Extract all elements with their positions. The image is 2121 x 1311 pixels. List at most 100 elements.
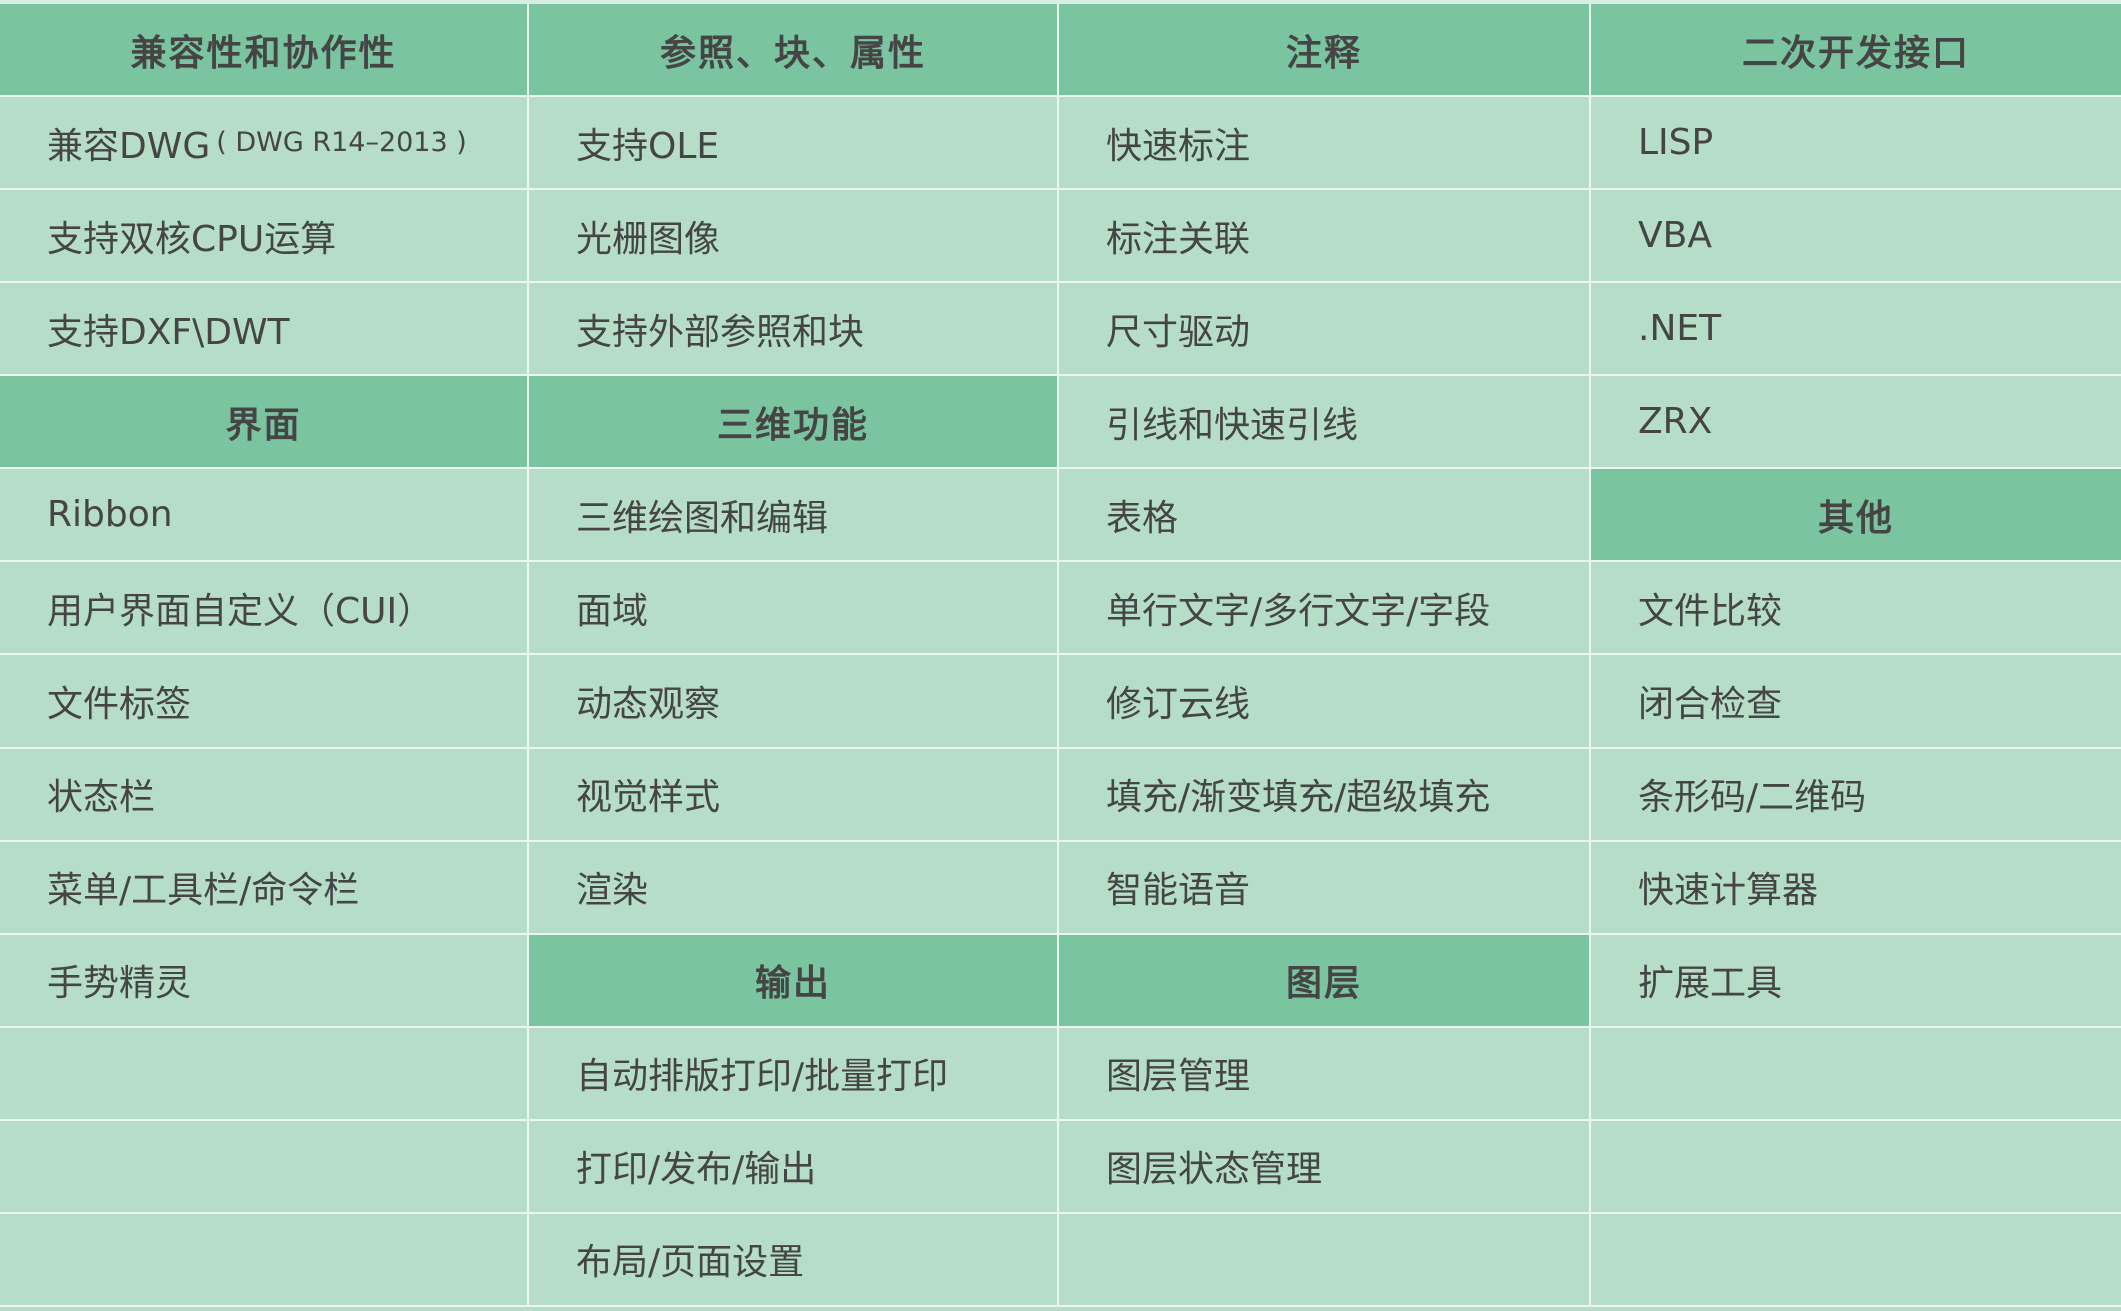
feature-label: 图层状态管理 (1106, 1149, 1323, 1191)
feature-label: 支持OLE (576, 125, 720, 167)
feature-cell: 兼容DWG( DWG R14–2013 ) (0, 97, 527, 191)
feature-label: 面域 (576, 590, 649, 632)
feature-cell: 状态栏 (0, 748, 527, 842)
feature-cell: 图层状态管理 (1059, 1120, 1589, 1214)
section-header: 其他 (1591, 469, 2121, 563)
feature-label: 菜单/工具栏/命令栏 (47, 870, 360, 912)
feature-cell: 支持DXF\DWT (0, 283, 527, 377)
feature-label: 三维绘图和编辑 (576, 497, 829, 539)
feature-cell: 修订云线 (1059, 655, 1589, 749)
empty-cell (0, 1120, 527, 1214)
feature-cell: 闭合检查 (1591, 655, 2121, 749)
feature-cell: 表格 (1059, 469, 1589, 563)
feature-label: 表格 (1106, 497, 1179, 539)
feature-label: .NET (1638, 308, 1722, 350)
feature-label: 标注关联 (1106, 218, 1251, 260)
section-header: 二次开发接口 (1591, 4, 2121, 98)
feature-cell: 三维绘图和编辑 (529, 469, 1057, 563)
empty-cell (1059, 1213, 1589, 1307)
feature-cell: 手势精灵 (0, 934, 527, 1028)
feature-label: 修订云线 (1106, 684, 1251, 726)
feature-label: 视觉样式 (576, 777, 721, 819)
feature-label: 用户界面自定义（CUI） (47, 590, 434, 632)
feature-cell: 引线和快速引线 (1059, 376, 1589, 470)
feature-label: 单行文字/多行文字/字段 (1106, 590, 1491, 632)
feature-cell: 打印/发布/输出 (529, 1120, 1057, 1214)
feature-table: 兼容性和协作性兼容DWG( DWG R14–2013 ) 支持双核CPU运算 支持D… (0, 4, 2121, 1307)
feature-cell: 动态观察 (529, 655, 1057, 749)
feature-label: 快速标注 (1106, 125, 1251, 167)
empty-cell (1591, 1213, 2121, 1307)
section-header: 三维功能 (529, 376, 1057, 470)
feature-cell: 光栅图像 (529, 190, 1057, 284)
feature-cell: VBA (1591, 190, 2121, 284)
feature-label: 兼容DWG (47, 125, 211, 167)
empty-cell (1591, 1027, 2121, 1121)
feature-cell: 面域 (529, 562, 1057, 656)
section-title: 注释 (1285, 32, 1362, 74)
section-header: 参照、块、属性 (529, 4, 1057, 98)
section-title: 兼容性和协作性 (130, 32, 397, 74)
empty-cell (0, 1213, 527, 1307)
feature-cell: 支持OLE (529, 97, 1057, 191)
feature-label: 扩展工具 (1638, 963, 1783, 1005)
empty-cell (0, 1027, 527, 1121)
feature-label: 自动排版打印/批量打印 (576, 1056, 949, 1098)
section-title: 三维功能 (716, 404, 869, 446)
section-header: 界面 (0, 376, 527, 470)
feature-label: 渲染 (576, 870, 649, 912)
feature-label: 打印/发布/输出 (576, 1149, 817, 1191)
feature-cell: 支持外部参照和块 (529, 283, 1057, 377)
table-column: 注释快速标注标注关联尺寸驱动引线和快速引线 表格单行文字/多行文字/字段 修订云线填… (1059, 4, 1591, 1307)
feature-label: 图层管理 (1106, 1056, 1251, 1098)
feature-label: 文件标签 (47, 684, 192, 726)
feature-label: 支持DXF\DWT (47, 311, 290, 353)
feature-label: 闭合检查 (1638, 684, 1783, 726)
feature-label: 支持双核CPU运算 (47, 218, 337, 260)
feature-cell: 智能语音 (1059, 841, 1589, 935)
feature-cell: 扩展工具 (1591, 934, 2121, 1028)
feature-note: ( DWG R14–2013 ) (216, 127, 467, 159)
feature-label: 填充/渐变填充/超级填充 (1106, 777, 1491, 819)
section-header: 兼容性和协作性 (0, 4, 527, 98)
feature-cell: LISP (1591, 97, 2121, 191)
section-title: 图层 (1285, 963, 1362, 1005)
feature-label: Ribbon (47, 494, 173, 536)
section-title: 其他 (1817, 497, 1894, 539)
feature-label: 尺寸驱动 (1106, 311, 1251, 353)
empty-cell (1591, 1120, 2121, 1214)
feature-label: 智能语音 (1106, 870, 1251, 912)
feature-label: 光栅图像 (576, 218, 721, 260)
feature-cell: 条形码/二维码 (1591, 748, 2121, 842)
section-header: 图层 (1059, 934, 1589, 1028)
table-column: 参照、块、属性支持OLE 光栅图像支持外部参照和块三维功能三维绘图和编辑 面域动态观… (529, 4, 1059, 1307)
feature-cell: 标注关联 (1059, 190, 1589, 284)
feature-label: 状态栏 (47, 777, 156, 819)
feature-cell: 自动排版打印/批量打印 (529, 1027, 1057, 1121)
feature-cell: 布局/页面设置 (529, 1213, 1057, 1307)
feature-cell: 渲染 (529, 841, 1057, 935)
table-column: 兼容性和协作性兼容DWG( DWG R14–2013 ) 支持双核CPU运算 支持D… (0, 4, 529, 1307)
feature-label: LISP (1638, 122, 1714, 164)
section-title: 输出 (754, 963, 831, 1005)
feature-label: 条形码/二维码 (1638, 777, 1867, 819)
feature-label: 支持外部参照和块 (576, 311, 865, 353)
section-title: 二次开发接口 (1741, 32, 1970, 74)
feature-cell: Ribbon (0, 469, 527, 563)
feature-cell: 菜单/工具栏/命令栏 (0, 841, 527, 935)
feature-label: VBA (1638, 215, 1712, 257)
feature-cell: .NET (1591, 283, 2121, 377)
feature-cell: 视觉样式 (529, 748, 1057, 842)
table-column: 二次开发接口 LISP VBA .NET ZRX 其他 文件比较 闭合检查 条形码/二维码 快速计… (1591, 4, 2121, 1307)
section-header: 输出 (529, 934, 1057, 1028)
top-border (0, 0, 2121, 4)
feature-cell: 文件标签 (0, 655, 527, 749)
feature-cell: 用户界面自定义（CUI） (0, 562, 527, 656)
feature-cell: 尺寸驱动 (1059, 283, 1589, 377)
feature-cell: 支持双核CPU运算 (0, 190, 527, 284)
section-header: 注释 (1059, 4, 1589, 98)
feature-cell: 快速计算器 (1591, 841, 2121, 935)
feature-label: ZRX (1638, 401, 1713, 443)
feature-label: 引线和快速引线 (1106, 404, 1359, 446)
section-title: 界面 (225, 404, 302, 446)
